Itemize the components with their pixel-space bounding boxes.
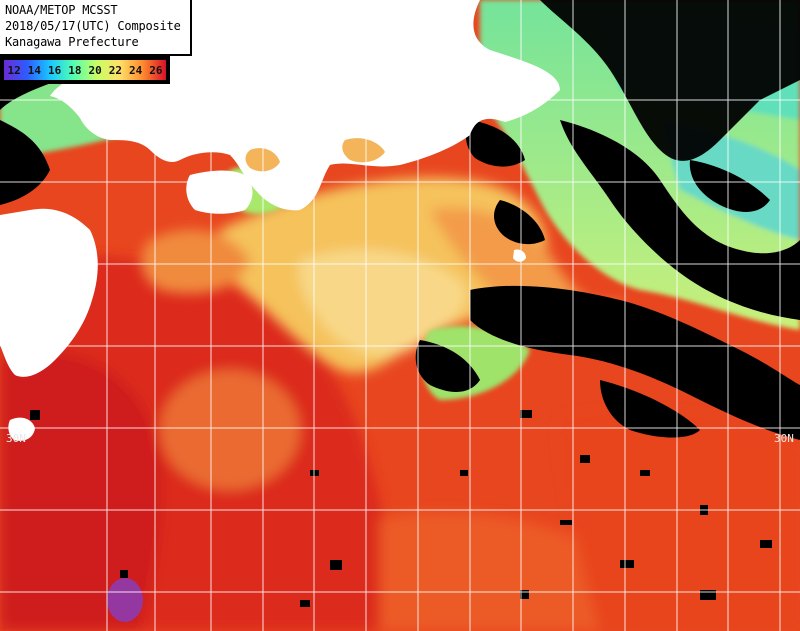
legend-label: 18 — [68, 63, 82, 77]
satellite-product-label: NOAA/METOP MCSST — [5, 3, 118, 17]
legend-label: 12 — [7, 63, 21, 77]
warm-water-band — [0, 255, 800, 631]
latitude-label-right: 30N — [774, 432, 794, 445]
region-label: Kanagawa Prefecture — [5, 35, 139, 49]
legend-label: 24 — [129, 63, 143, 77]
legend-label: 22 — [108, 63, 122, 77]
legend-label: 14 — [27, 63, 41, 77]
cool-patch-southwest — [107, 578, 143, 622]
date-label: 2018/05/17(UTC) Composite — [5, 19, 181, 33]
map-info-box: NOAA/METOP MCSST 2018/05/17(UTC) Composi… — [0, 0, 192, 56]
legend-gradient-bar: 12 14 16 18 20 22 24 26 — [4, 60, 166, 80]
latitude-label-left: 30N — [6, 432, 26, 445]
cloud-speckles — [30, 400, 772, 607]
legend-label: 20 — [88, 63, 102, 77]
legend-label: 16 — [48, 63, 62, 77]
color-legend: 12 14 16 18 20 22 24 26 — [0, 56, 170, 84]
legend-label: 26 — [149, 63, 163, 77]
